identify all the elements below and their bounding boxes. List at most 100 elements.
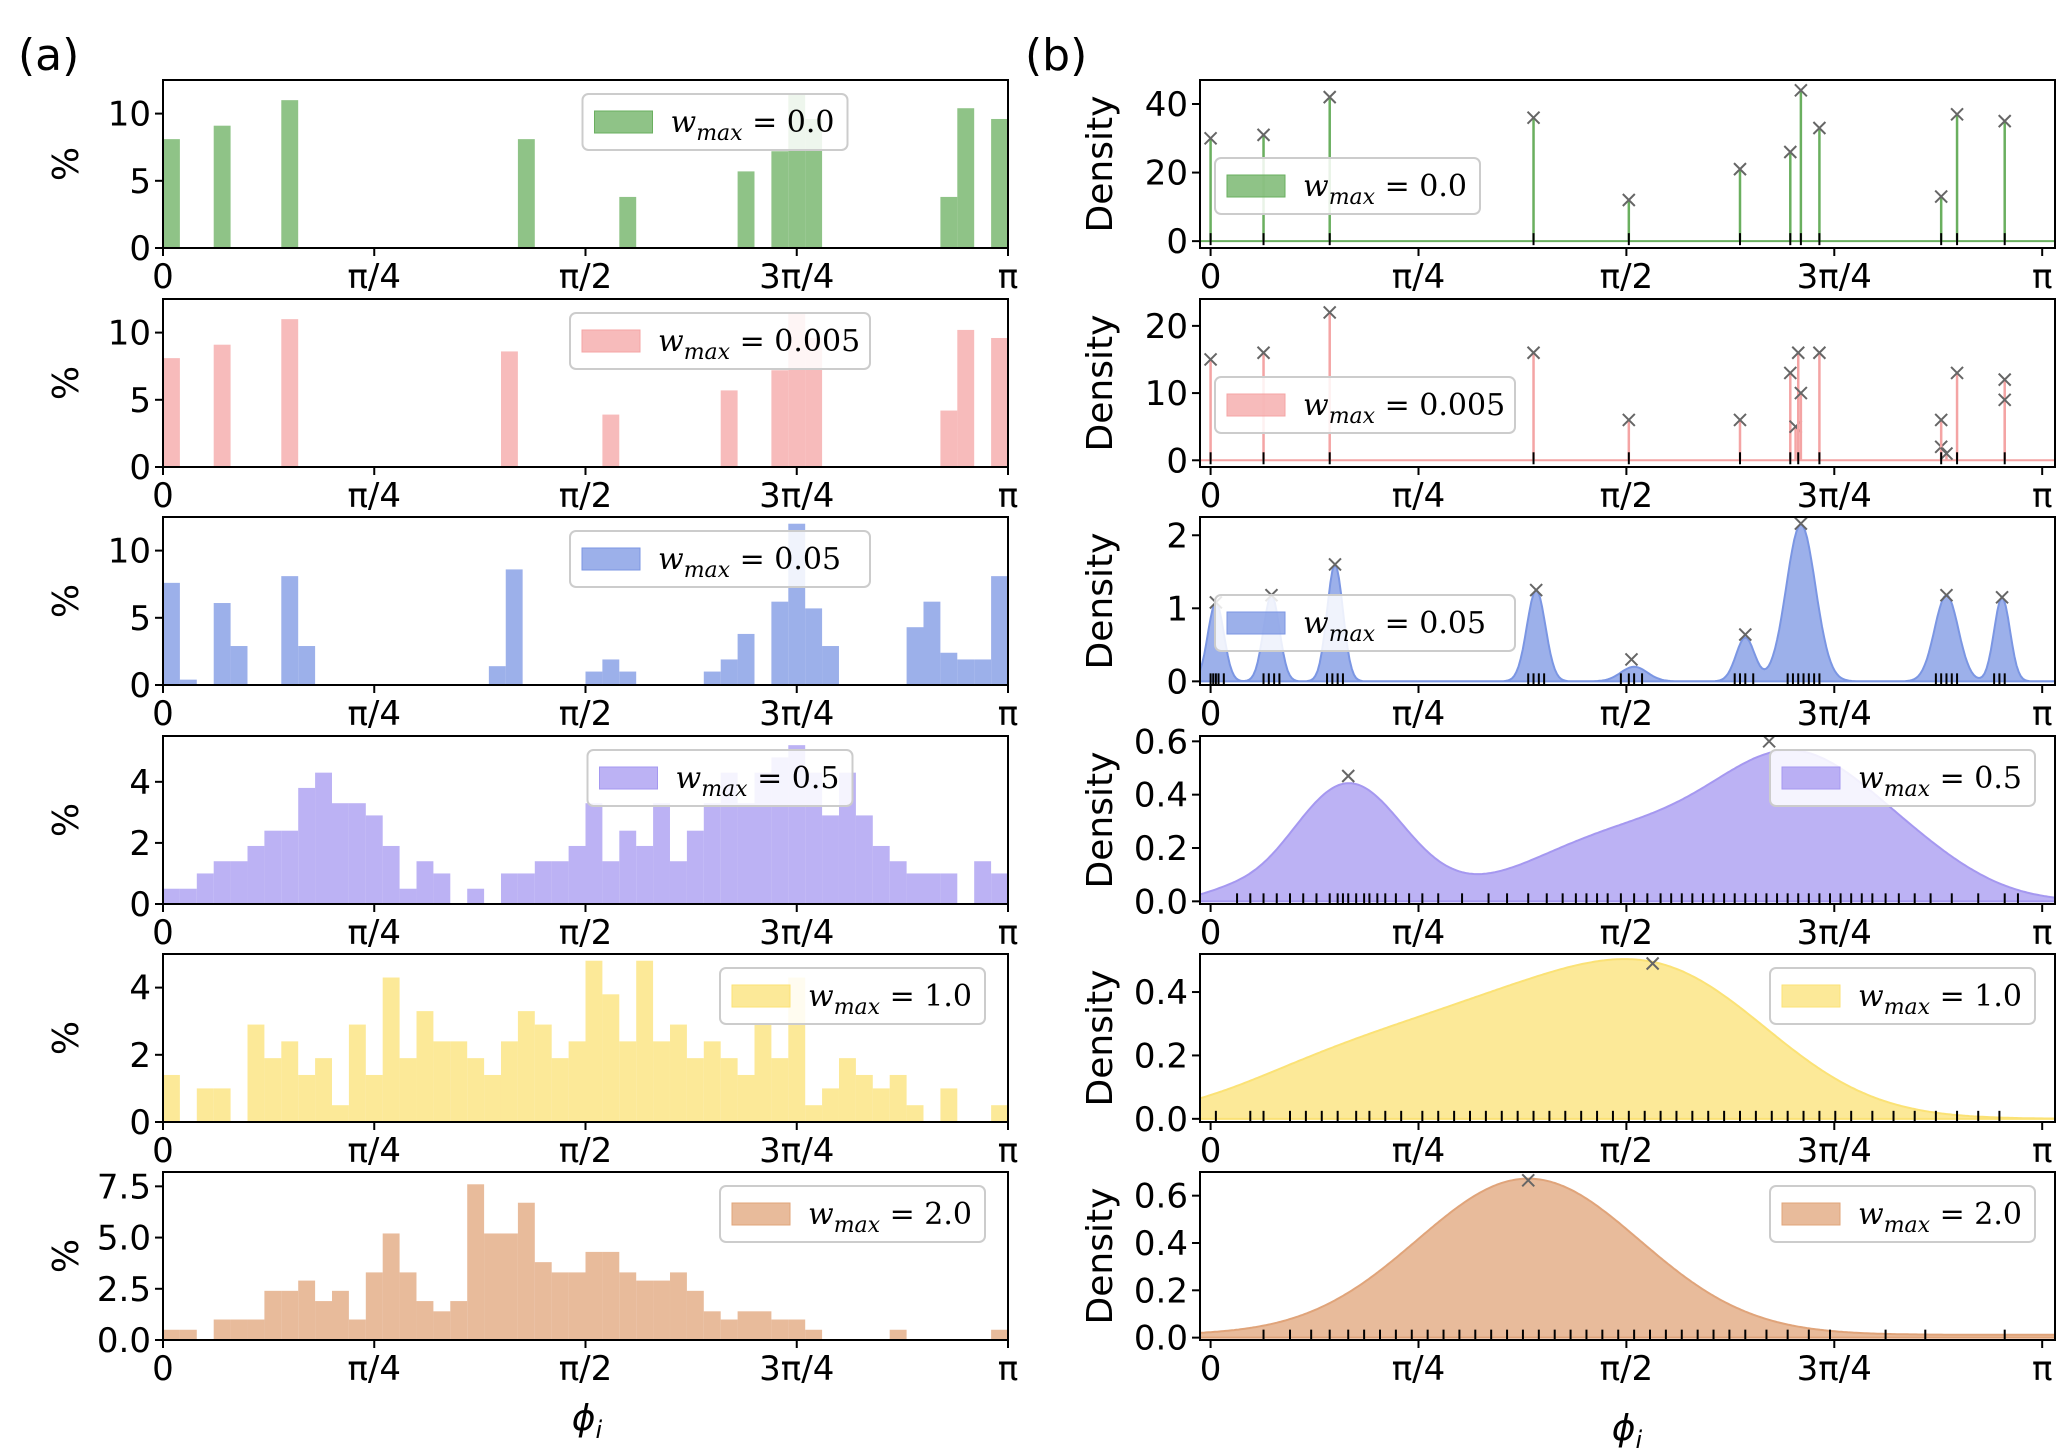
x-tick-label: π	[998, 1349, 1018, 1389]
histogram-bar	[670, 1272, 687, 1340]
legend: wmax = 0.05	[1214, 594, 1516, 652]
histogram-bar	[720, 1319, 738, 1340]
histogram-bar	[788, 1319, 806, 1340]
histogram-bar	[923, 601, 941, 685]
histogram-bar	[991, 1329, 1008, 1340]
histogram-bar	[281, 830, 299, 904]
histogram-bar	[805, 1105, 823, 1122]
x-tick-label: 0	[1200, 694, 1222, 734]
peak-marker	[1939, 446, 1954, 461]
x-tick-label: 3π/4	[759, 1131, 834, 1171]
histogram-bar	[822, 646, 839, 685]
histogram-bar	[551, 1058, 569, 1122]
x-tick-label: π/4	[1392, 476, 1446, 516]
chart-b-3: 0 π/4 π/2 3π/4 π 0.0 0.2 0.4 0.6 Density wmax = 0.…	[1080, 722, 2056, 953]
histogram-bar	[264, 1290, 282, 1340]
x-tick-label: 0	[152, 257, 174, 297]
y-tick-label: 0	[129, 448, 151, 488]
peak-marker	[1950, 366, 1964, 380]
peak-marker	[1733, 413, 1747, 427]
histogram-bar	[940, 1088, 958, 1122]
histogram-bar	[991, 576, 1008, 685]
histogram-bar	[686, 830, 704, 904]
histogram-bar	[771, 151, 789, 248]
x-tick-label: π/4	[347, 913, 401, 953]
histogram-bar	[991, 873, 1008, 904]
peak-marker	[1624, 652, 1639, 667]
histogram-bar	[399, 888, 417, 904]
peak-marker	[1783, 145, 1797, 159]
peak-marker	[1812, 346, 1827, 360]
legend-box	[569, 530, 871, 588]
y-tick-label: 1	[1166, 589, 1188, 629]
histogram-bar	[163, 888, 180, 904]
histogram-bar	[872, 845, 890, 904]
peak-marker	[1934, 189, 1948, 204]
histogram-bar	[737, 633, 755, 685]
y-tick-label: 2.5	[97, 1270, 151, 1310]
y-tick-label: 2	[129, 824, 151, 864]
histogram-bar	[213, 861, 231, 904]
histogram-bar	[653, 1280, 670, 1340]
histogram-bar	[568, 1041, 586, 1122]
legend: wmax = 0.5	[1769, 749, 2036, 807]
x-tick-label: π/2	[559, 1131, 613, 1171]
histogram-bar	[213, 1088, 231, 1122]
chart-a-2: 0 π/4 π/2 3π/4 π 0 5 10% wmax = 0.05	[46, 516, 1018, 734]
x-tick-label: 0	[1200, 476, 1222, 516]
histogram-bar	[365, 815, 383, 904]
x-tick-label: π/2	[1600, 257, 1654, 297]
chart-a-1: 0 π/4 π/2 3π/4 π 0 5 10% wmax = 0.005	[46, 298, 1018, 516]
axes-frame	[1199, 1171, 2056, 1341]
histogram-bar	[281, 1041, 299, 1122]
histogram-bar	[179, 888, 197, 904]
legend-label: wmax = 2.0	[808, 1197, 972, 1238]
histogram-bar	[703, 803, 721, 904]
histogram-bar	[416, 1011, 434, 1122]
histogram-bar	[281, 1290, 299, 1340]
x-tick-label: π	[998, 476, 1018, 516]
legend: wmax = 0.005	[1214, 376, 1516, 434]
x-tick-label: π/4	[347, 1349, 401, 1389]
histogram-bar	[281, 319, 299, 467]
histogram-bar	[585, 960, 603, 1122]
legend-label: wmax = 0.0	[671, 105, 835, 146]
histogram-bar	[670, 1024, 687, 1122]
histogram-bar	[467, 1184, 485, 1340]
legend-box	[581, 93, 849, 151]
histogram-bar	[213, 125, 231, 248]
y-tick-label: 5.0	[97, 1219, 151, 1259]
x-tick-label: π/2	[1600, 1131, 1654, 1171]
x-tick-label: 0	[152, 1349, 174, 1389]
histogram-bar	[281, 100, 299, 248]
y-tick-label: 4	[129, 763, 151, 803]
legend-box	[719, 1185, 986, 1243]
chart-b-5: 0 π/4 π/2 3π/4 π 0.0 0.2 0.4 0.6 Density wmax = 2.…	[1080, 1171, 2056, 1389]
histogram-bar	[517, 873, 535, 904]
histogram-bar	[720, 1058, 738, 1122]
histogram-bar	[179, 679, 197, 685]
histogram-bar	[298, 1074, 316, 1122]
x-tick-label: 3π/4	[1797, 913, 1872, 953]
chart-b-4: 0 π/4 π/2 3π/4 π 0.0 0.2 0.4 Density wmax = 1.0	[1080, 953, 2056, 1171]
x-tick-label: π	[998, 913, 1018, 953]
y-tick-label: 0	[129, 666, 151, 706]
histogram-bar	[602, 659, 620, 685]
histogram-bar	[467, 888, 485, 904]
legend-box	[569, 312, 871, 370]
histogram-bar	[298, 787, 316, 904]
peak-marker	[1622, 413, 1636, 427]
y-tick-label: 4	[129, 969, 151, 1009]
histogram-bar	[889, 1329, 907, 1340]
histogram-bar	[399, 1058, 417, 1122]
histogram-bar	[365, 1272, 383, 1340]
x-tick-label: 0	[1200, 257, 1222, 297]
legend-swatch	[731, 1202, 791, 1226]
x-tick-label: π/2	[559, 694, 613, 734]
y-tick-label: 2	[1166, 516, 1188, 556]
y-tick-label: 0	[129, 229, 151, 269]
panel-b-label: (b)	[1025, 30, 1087, 81]
histogram-bar	[315, 1058, 332, 1122]
histogram-bar	[653, 803, 670, 904]
